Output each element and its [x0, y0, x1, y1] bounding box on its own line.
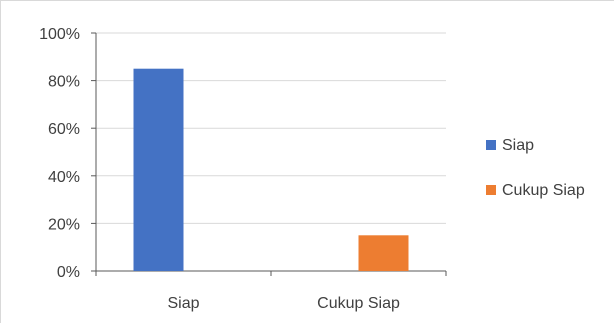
x-category-label: Cukup Siap: [317, 295, 400, 312]
legend-label: Siap: [502, 137, 534, 154]
x-category-label: Siap: [167, 295, 199, 312]
y-tick-label: 60%: [48, 121, 80, 138]
y-tick-label: 20%: [48, 216, 80, 233]
axis-labels: 0% 20% 40% 60% 80% 100% Siap Cukup Siap: [39, 26, 400, 312]
y-tick-label: 80%: [48, 74, 80, 91]
legend: Siap Cukup Siap: [486, 137, 585, 199]
legend-label: Cukup Siap: [502, 182, 585, 199]
bars: [133, 68, 409, 271]
legend-swatch: [486, 140, 496, 150]
legend-swatch: [486, 185, 496, 195]
bar-siap: [133, 68, 184, 271]
bar-cukup-siap: [358, 235, 409, 271]
y-tick-label: 40%: [48, 169, 80, 186]
y-tick-label: 0%: [57, 264, 80, 281]
y-tick-label: 100%: [39, 26, 80, 43]
